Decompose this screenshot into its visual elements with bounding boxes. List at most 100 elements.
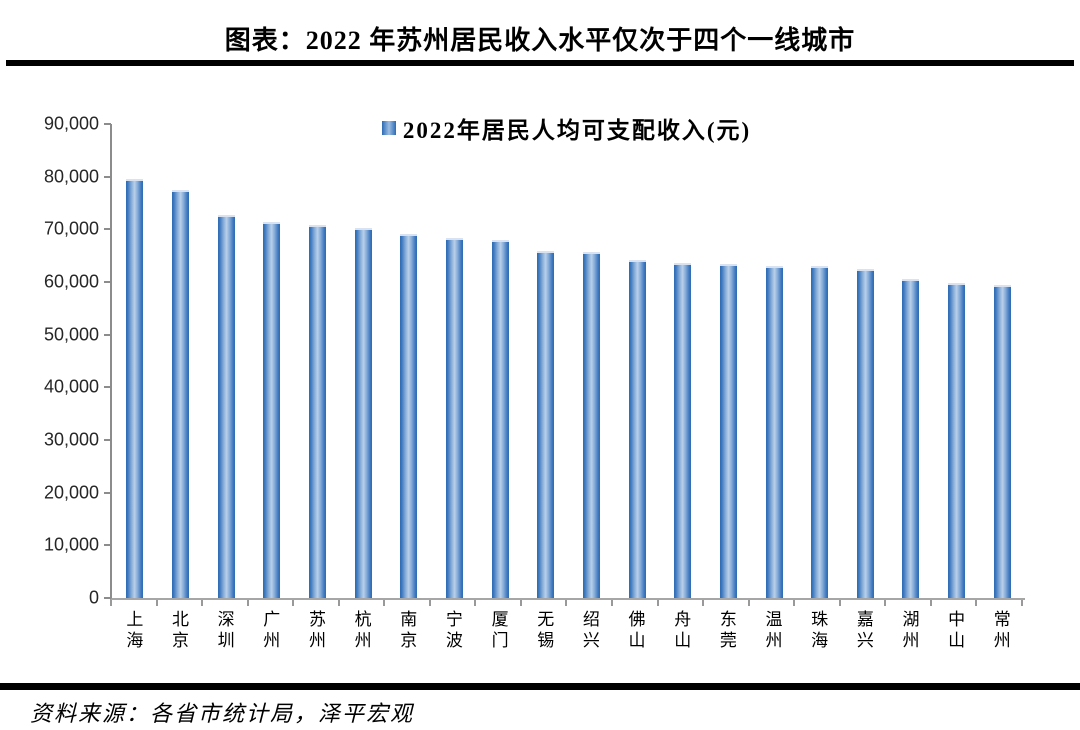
bar-无锡	[537, 251, 555, 598]
bar-cell	[843, 124, 889, 598]
x-tick-label: 深圳	[214, 610, 234, 652]
y-tick-label: 30,000	[43, 429, 99, 450]
x-tick-label: 嘉兴	[853, 610, 873, 652]
y-axis-labels: 0 10,000 20,000 30,000 40,000 50,000 60,000 70,…	[0, 114, 99, 608]
x-label-cell: 佛山	[612, 610, 658, 652]
x-label-cell: 无锡	[521, 610, 567, 652]
x-tick-mark	[929, 600, 976, 606]
bar-cell	[386, 124, 432, 598]
x-tick-label: 上海	[123, 610, 143, 652]
x-tick-mark	[656, 600, 703, 606]
x-label-cell: 苏州	[293, 610, 339, 652]
x-tick-mark	[838, 600, 885, 606]
y-tick-label: 70,000	[43, 218, 99, 239]
x-tick-mark	[155, 600, 202, 606]
bars-row	[112, 124, 1025, 598]
bar-cell	[888, 124, 934, 598]
y-tick-label: 60,000	[43, 271, 99, 292]
bar-cell	[432, 124, 478, 598]
x-tick-mark	[975, 600, 1021, 606]
x-tick-label: 佛山	[625, 610, 645, 652]
bar-cell	[203, 124, 249, 598]
x-tick-label: 绍兴	[579, 610, 599, 652]
x-tick-label: 珠海	[808, 610, 828, 652]
bar-cell	[340, 124, 386, 598]
x-tick-label: 温州	[762, 610, 782, 652]
bar-北京	[171, 190, 189, 598]
y-tick-label: 40,000	[43, 376, 99, 397]
y-tick-label: 20,000	[43, 482, 99, 503]
x-label-cell: 深圳	[201, 610, 247, 652]
x-label-cell: 厦门	[475, 610, 521, 652]
x-tick-label: 杭州	[351, 610, 371, 652]
bar-深圳	[217, 215, 235, 598]
x-label-cell: 上海	[110, 610, 156, 652]
x-tick-mark	[292, 600, 338, 606]
bar-绍兴	[582, 251, 600, 598]
x-tick-mark	[246, 600, 293, 606]
bar-cell	[614, 124, 660, 598]
page-title: 图表：2022 年苏州居民收入水平仅次于四个一线城市	[224, 26, 856, 55]
y-tick-mark	[104, 544, 111, 547]
bar-cell	[751, 124, 797, 598]
x-label-cell: 宁波	[430, 610, 476, 652]
x-label-cell: 北京	[156, 610, 202, 652]
x-tick-mark	[702, 600, 748, 606]
x-tick-mark	[201, 600, 247, 606]
x-label-cell: 绍兴	[567, 610, 613, 652]
y-tick-mark	[104, 175, 111, 178]
x-tick-mark	[337, 600, 384, 606]
bar-南京	[400, 234, 418, 598]
x-tick-label: 宁波	[442, 610, 462, 652]
y-tick-mark	[104, 333, 111, 336]
x-axis-labels: 上海 北京 深圳 广州 苏州 杭州 南京 宁波 厦门 无锡 绍兴 佛山 舟山 东莞 温州 珠海 嘉兴 湖州 中山 常州	[110, 610, 1023, 652]
y-tick-label: 10,000	[43, 534, 99, 555]
y-tick-mark	[104, 597, 111, 599]
x-tick-label: 苏州	[305, 610, 325, 652]
x-tick-label: 无锡	[534, 610, 554, 652]
x-label-cell: 广州	[247, 610, 293, 652]
plot-area	[110, 124, 1025, 600]
x-tick-label: 南京	[397, 610, 417, 652]
x-tick-mark	[428, 600, 475, 606]
x-tick-mark	[611, 600, 657, 606]
y-tick-mark	[104, 123, 111, 125]
bar-常州	[993, 284, 1011, 598]
x-tick-mark	[884, 600, 930, 606]
bar-厦门	[491, 239, 509, 598]
source-note: 资料来源：各省市统计局，泽平宏观	[30, 701, 415, 726]
x-label-cell: 南京	[384, 610, 430, 652]
bar-cell	[295, 124, 341, 598]
x-axis-ticks	[110, 600, 1023, 606]
y-tick-mark	[104, 228, 111, 231]
x-tick-mark	[565, 600, 611, 606]
x-tick-label: 湖州	[899, 610, 919, 652]
y-tick-label: 90,000	[43, 113, 99, 134]
bar-中山	[948, 282, 966, 598]
x-tick-mark	[383, 600, 429, 606]
x-label-cell: 中山	[932, 610, 978, 652]
bottom-divider-rule	[0, 683, 1080, 690]
y-tick-mark	[104, 281, 111, 284]
bar-上海	[126, 178, 144, 598]
y-tick-label: 50,000	[43, 324, 99, 345]
x-tick-label: 广州	[260, 610, 280, 652]
y-tick-mark	[104, 491, 111, 494]
x-label-cell: 湖州	[886, 610, 932, 652]
y-tick-label: 80,000	[43, 166, 99, 187]
bar-cell	[249, 124, 295, 598]
bar-cell	[569, 124, 615, 598]
bar-宁波	[445, 238, 463, 598]
x-tick-mark	[474, 600, 520, 606]
bar-cell	[112, 124, 158, 598]
bar-东莞	[719, 263, 737, 598]
x-label-cell: 舟山	[658, 610, 704, 652]
x-tick-label: 舟山	[671, 610, 691, 652]
x-label-cell: 杭州	[338, 610, 384, 652]
bar-广州	[263, 222, 281, 598]
x-tick-mark	[110, 600, 156, 606]
bar-cell	[660, 124, 706, 598]
x-tick-label: 中山	[945, 610, 965, 652]
bar-舟山	[674, 262, 692, 598]
